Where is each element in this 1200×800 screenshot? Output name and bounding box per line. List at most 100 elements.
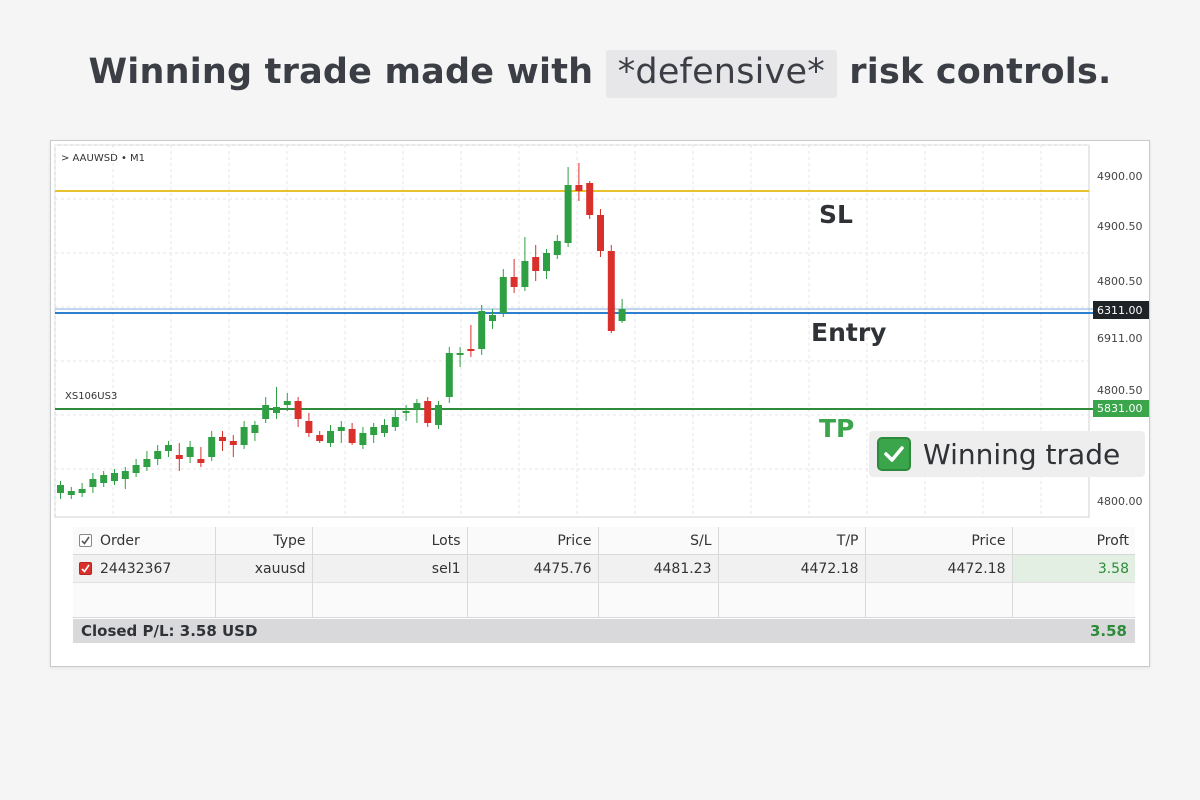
empty-cell	[718, 582, 866, 618]
candle-body	[262, 405, 270, 419]
left-series-label: XS106US3	[65, 391, 117, 402]
y-tick-label: 4900.50	[1097, 220, 1143, 233]
candle-body	[391, 417, 399, 427]
candle-body	[327, 431, 334, 443]
headline-before: Winning trade made with	[88, 52, 606, 92]
candle-body	[273, 407, 280, 413]
candle-body	[67, 491, 75, 495]
candle-body	[132, 465, 140, 473]
candlestick-series	[57, 163, 626, 499]
candle-body	[208, 437, 216, 457]
orders-header-row: Order Type Lots Price S/L T/P Price Prof…	[73, 527, 1135, 555]
price-chart[interactable]: > AAUWSD • M1 SL Entry TP XS106US3 4900.…	[51, 141, 1149, 666]
candle-body	[229, 441, 237, 445]
closed-pl-bar: Closed P/L: 3.58 USD 3.58	[73, 619, 1135, 643]
sl-label: SL	[819, 200, 853, 229]
order-id: 24432367	[100, 560, 172, 577]
candle-body	[478, 311, 486, 349]
empty-row	[73, 582, 1135, 618]
col-profit[interactable]: Proft	[1012, 527, 1135, 555]
col-order-label: Order	[100, 532, 140, 549]
candle-body	[435, 405, 442, 425]
candle-body	[413, 403, 421, 409]
y-tick-label: 6911.00	[1097, 332, 1143, 345]
candle-body	[564, 185, 572, 243]
candle-body	[424, 401, 432, 423]
candle-body	[283, 401, 291, 405]
empty-cell	[467, 582, 599, 618]
candle-body	[78, 489, 86, 493]
candle-body	[143, 459, 151, 467]
type-cell: xauusd	[215, 554, 313, 583]
row-checkbox[interactable]	[79, 561, 92, 575]
profit-cell: 3.58	[1012, 554, 1135, 583]
candle-body	[456, 353, 464, 355]
empty-cell	[73, 582, 216, 618]
tp-price-tag-bg	[1093, 400, 1149, 417]
y-tick-label: 4900.00	[1097, 170, 1143, 183]
current-price-cell: 4472.18	[865, 554, 1013, 583]
candle-body	[402, 411, 410, 413]
candle-body	[618, 309, 626, 321]
headline-after: risk controls.	[836, 52, 1112, 92]
candle-body	[251, 425, 259, 433]
tp-label: TP	[819, 414, 854, 443]
current-price-tag-bg	[1093, 301, 1149, 319]
candle-body	[543, 253, 550, 271]
candle-body	[165, 445, 172, 451]
candle-body	[445, 353, 453, 397]
candle-body	[532, 257, 540, 271]
select-all-checkbox[interactable]	[79, 533, 92, 547]
trading-panel: > AAUWSD • M1 SL Entry TP XS106US3 4900.…	[50, 140, 1150, 667]
candle-body	[121, 471, 129, 479]
col-order[interactable]: Order	[73, 527, 216, 555]
candle-body	[337, 427, 345, 431]
candle-body	[553, 241, 561, 255]
closed-pl-label: Closed P/L: 3.58 USD	[81, 622, 258, 640]
table-row[interactable]: 24432367 xauusd sel1 4475.76 4481.23 447…	[73, 554, 1135, 583]
empty-cell	[1012, 582, 1135, 618]
candle-body	[111, 473, 118, 481]
chart-symbol-label: > AAUWSD • M1	[61, 153, 145, 164]
current-price-tag: 6311.00	[1097, 304, 1143, 317]
col-price[interactable]: Price	[467, 527, 599, 555]
candle-body	[467, 349, 475, 351]
candle-body	[521, 261, 529, 287]
candle-body	[316, 435, 324, 441]
candle-body	[381, 425, 388, 433]
price-cell: 4475.76	[467, 554, 599, 583]
headline-highlight: *defensive*	[605, 50, 837, 98]
tp-cell: 4472.18	[718, 554, 866, 583]
candle-body	[348, 429, 356, 443]
col-price-current[interactable]: Price	[865, 527, 1013, 555]
candle-body	[489, 315, 496, 321]
candle-body	[100, 475, 108, 483]
order-cell[interactable]: 24432367	[73, 554, 216, 583]
candle-body	[586, 183, 594, 215]
candle-body	[575, 185, 583, 191]
check-icon	[877, 437, 911, 471]
candle-body	[186, 447, 194, 457]
sl-cell: 4481.23	[598, 554, 719, 583]
lots-cell: sel1	[312, 554, 468, 583]
col-sl[interactable]: S/L	[598, 527, 719, 555]
col-tp[interactable]: T/P	[718, 527, 866, 555]
candle-body	[510, 277, 518, 287]
headline: Winning trade made with *defensive* risk…	[0, 50, 1200, 98]
candle-body	[597, 215, 604, 251]
candle-body	[499, 277, 507, 313]
closed-pl-value: 3.58	[1089, 622, 1127, 640]
col-lots[interactable]: Lots	[312, 527, 468, 555]
entry-label: Entry	[811, 318, 886, 347]
candle-body	[305, 421, 313, 433]
empty-cell	[598, 582, 719, 618]
y-tick-label: 4800.00	[1097, 495, 1143, 508]
candle-body	[154, 451, 162, 459]
candle-body	[219, 437, 226, 441]
col-type[interactable]: Type	[215, 527, 313, 555]
candle-body	[359, 433, 367, 445]
empty-cell	[312, 582, 468, 618]
orders-table: Order Type Lots Price S/L T/P Price Prof…	[73, 527, 1135, 618]
y-tick-label: 4800.50	[1097, 384, 1143, 397]
tp-price-tag: 5831.00	[1097, 402, 1143, 415]
